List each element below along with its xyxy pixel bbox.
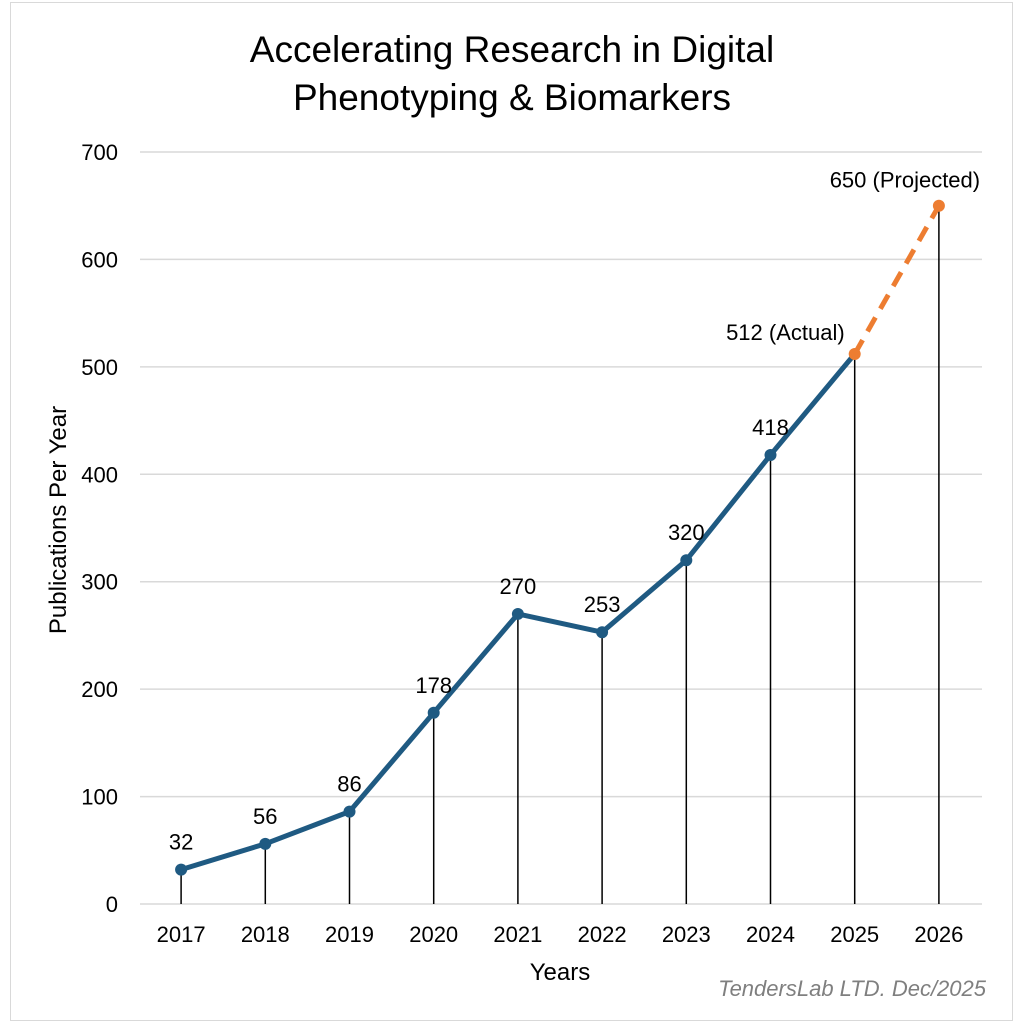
x-tick-label: 2022: [578, 922, 627, 947]
y-tick-label: 400: [81, 462, 118, 487]
data-label: 320: [668, 520, 705, 545]
y-tick-label: 0: [106, 892, 118, 917]
x-tick-label: 2021: [493, 922, 542, 947]
y-tick-label: 200: [81, 677, 118, 702]
data-point: [764, 448, 777, 461]
data-label: 178: [415, 673, 452, 698]
title-line-1: Accelerating Research in Digital: [249, 29, 775, 70]
data-point: [596, 626, 609, 639]
data-label: 56: [253, 804, 277, 829]
data-point: [932, 199, 945, 212]
y-tick-label: 100: [81, 785, 118, 810]
data-label: 270: [500, 574, 537, 599]
y-tick-label: 600: [81, 247, 118, 272]
data-point: [511, 607, 524, 620]
data-point: [680, 554, 693, 567]
chart-frame: [10, 2, 1013, 1021]
x-axis-label: Years: [530, 959, 591, 986]
data-label: 86: [337, 772, 361, 797]
data-label: 650 (Projected): [830, 168, 980, 193]
credit-text: TendersLab LTD. Dec/2025: [718, 976, 986, 1001]
data-point: [343, 805, 356, 818]
data-point: [848, 347, 861, 360]
series-line-1: [852, 204, 942, 356]
data-label: 512 (Actual): [726, 320, 845, 345]
data-label: 253: [584, 592, 621, 617]
data-point: [427, 706, 440, 719]
y-tick-label: 300: [81, 570, 118, 595]
x-tick-label: 2024: [746, 922, 795, 947]
x-tick-label: 2025: [830, 922, 879, 947]
y-tick-label: 700: [81, 140, 118, 165]
title-line-2: Phenotyping & Biomarkers: [292, 77, 732, 118]
x-tick-label: 2026: [914, 922, 963, 947]
x-tick-label: 2023: [662, 922, 711, 947]
x-tick-label: 2018: [241, 922, 290, 947]
y-tick-label: 500: [81, 355, 118, 380]
data-point: [175, 863, 188, 876]
data-label: 418: [752, 415, 789, 440]
chart-title: Accelerating Research in Digital Phenoty…: [0, 26, 1024, 122]
x-tick-label: 2019: [325, 922, 374, 947]
data-point: [259, 837, 272, 850]
x-tick-label: 2020: [409, 922, 458, 947]
x-tick-label: 2017: [157, 922, 206, 947]
y-axis-label: Publications Per Year: [45, 406, 72, 634]
data-label: 32: [169, 830, 193, 855]
